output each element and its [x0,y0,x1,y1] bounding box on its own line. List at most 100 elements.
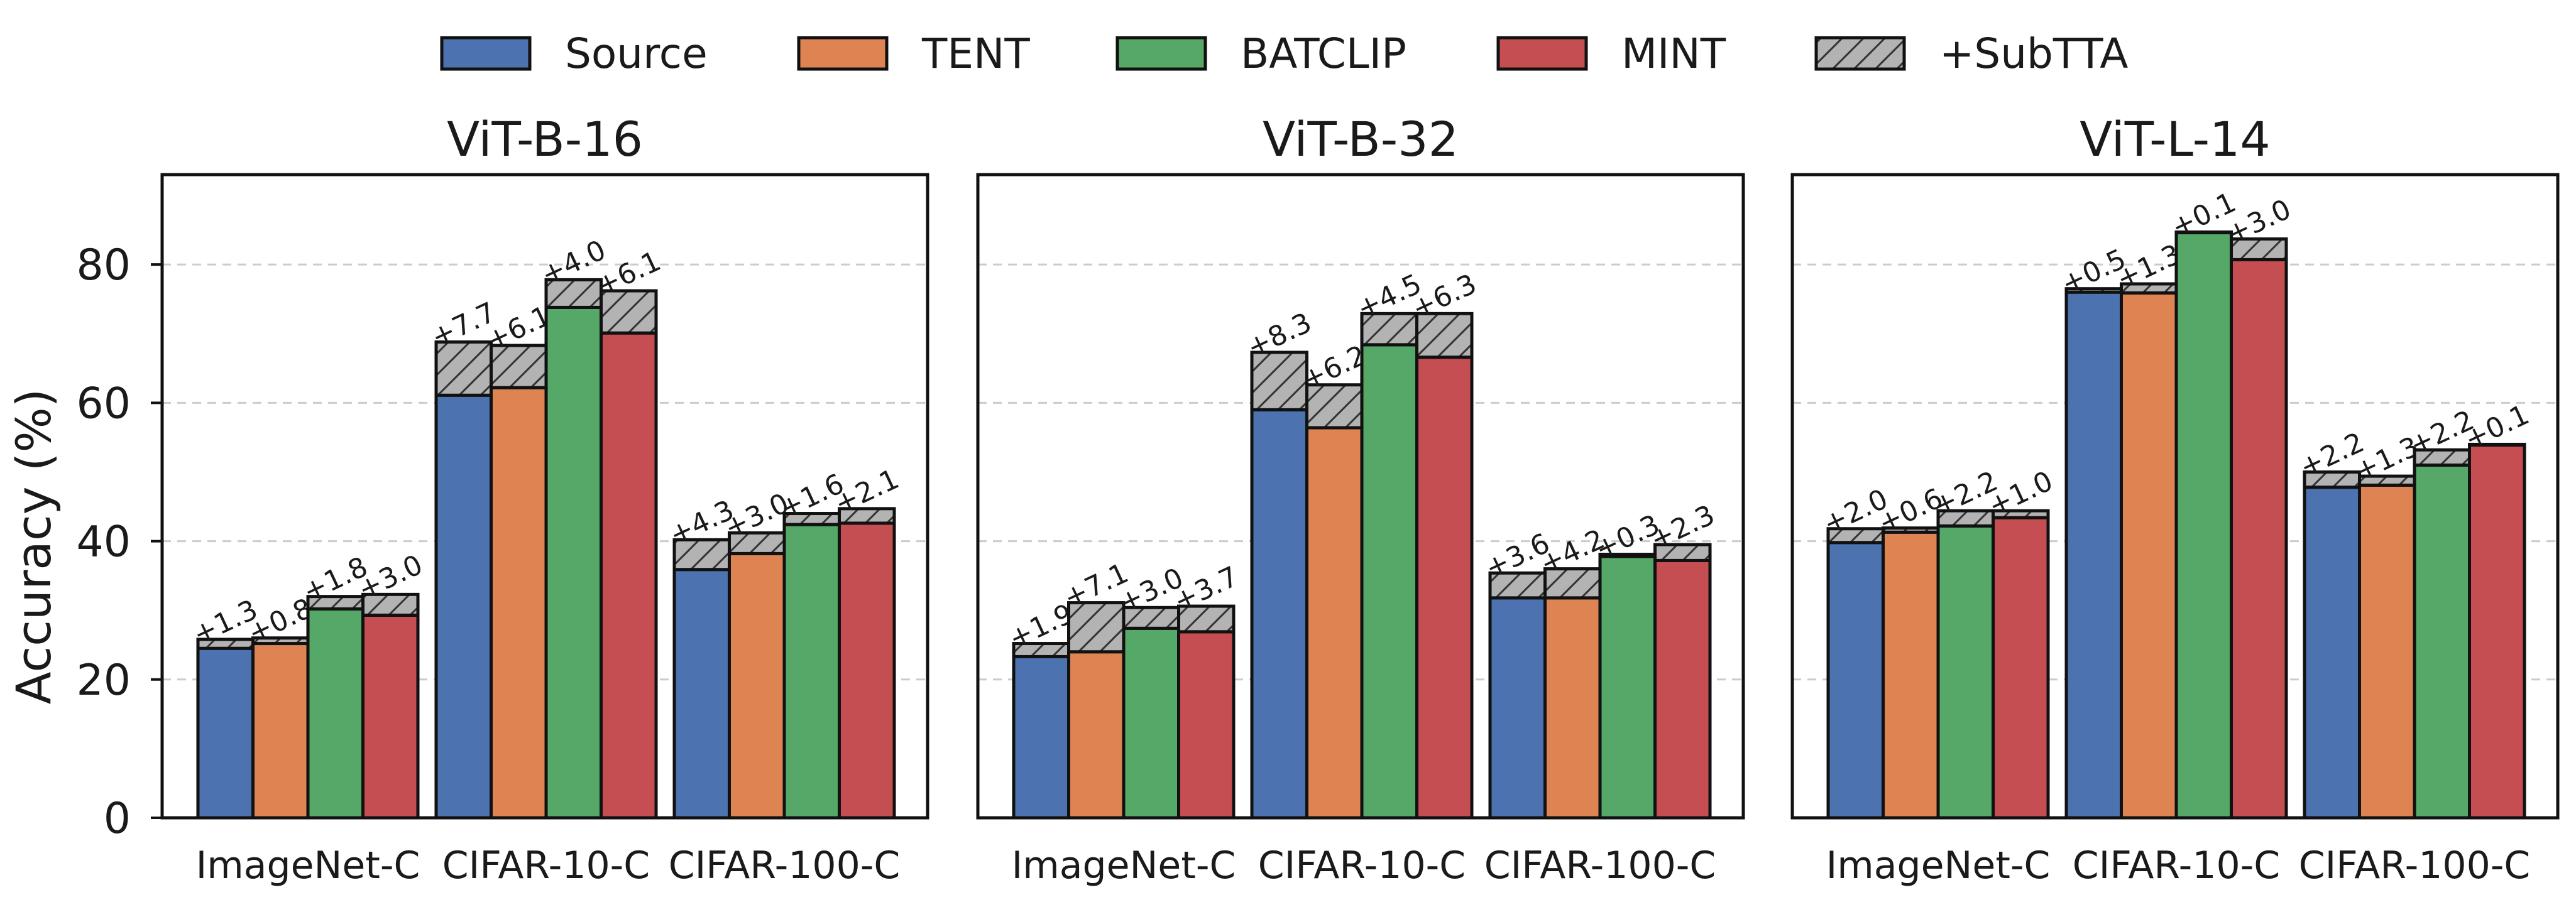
bar-subtta-gain [672,538,731,572]
bar-mint [600,331,658,820]
bar-subtta-gain [1250,350,1308,411]
bar-mint [838,521,896,820]
bar-tent [1067,650,1126,820]
legend-swatch-mint [1496,36,1588,71]
x-tick-label: ImageNet-C [196,844,420,888]
legend-swatch-batclip [1115,36,1207,71]
bar-subtta-gain [1653,543,1712,562]
bar-mint [1177,630,1236,820]
bar-mint [2468,443,2526,820]
legend-label-mint: MINT [1621,30,1726,78]
y-axis-label: Accuracy (%) [6,389,62,705]
x-tick-label: ImageNet-C [1826,844,2051,888]
x-tick-label: CIFAR-10-C [1258,844,1466,888]
bar-tent [251,642,310,820]
x-tick-label: CIFAR-10-C [2073,844,2280,888]
y-tick-label: 60 [76,379,131,428]
bar-source [1826,541,1885,820]
bar-subtta-gain [1305,383,1364,430]
bar-subtta-gain [1067,601,1126,654]
bar-batclip [2174,231,2233,820]
legend-item-tent: TENT [797,30,1030,78]
bar-source [196,646,255,820]
x-tick-label: CIFAR-10-C [442,844,650,888]
bar-subtta-gain [1415,312,1474,359]
bar-batclip [1122,626,1180,820]
bar-source [434,393,493,820]
plot-frame [160,173,929,820]
bar-source [2064,290,2123,820]
bar-source [672,568,731,820]
legend-item-source: Source [440,30,708,78]
legend-label-source: Source [565,30,708,78]
bar-tent [728,551,786,820]
bar-source [2303,486,2361,820]
y-tick-label: 40 [76,518,131,567]
bar-mint [2230,258,2288,820]
bar-mint [361,613,420,820]
bar-subtta-gain [490,344,548,389]
panel-title: ViT-L-14 [2080,111,2270,167]
bar-batclip [1360,343,1418,820]
bar-batclip [1598,555,1657,820]
panel-vit-b-16: ViT-B-16 0 20 40 60 80 +1.3+0.8+1.8+3.0ImageNe… [76,111,929,888]
bar-mint [1415,356,1474,820]
bar-subtta-gain [600,289,658,335]
legend-label-subtta: +SubTTA [1939,30,2128,78]
panel-vit-l-14: ViT-L-14 +2.0+0.6+2.2+1.0ImageNet-C+0.5+1… [1790,111,2560,888]
bar-tent [1543,596,1602,820]
y-tick-label: 20 [76,656,131,705]
bar-tent [490,386,548,820]
x-tick-label: CIFAR-100-C [669,844,901,888]
bar-subtta-gain [1122,606,1180,630]
legend-item-batclip: BATCLIP [1115,30,1406,78]
panels: ViT-B-16 0 20 40 60 80 +1.3+0.8+1.8+3.0ImageNe… [76,111,2560,888]
legend-swatch-source [440,36,532,71]
bar-subtta-gain [1992,509,2050,519]
panel-title: ViT-B-32 [1263,111,1459,167]
legend: Source TENT BATCLIP MINT +SubTTA [440,30,2128,78]
bar-batclip [1936,524,1995,820]
legend-label-tent: TENT [921,30,1030,78]
bar-mint [1992,516,2050,820]
y-tick-label: 0 [104,794,131,844]
bar-subtta-gain [2468,442,2526,447]
bar-source [1250,408,1308,820]
bar-subtta-gain [838,507,896,525]
legend-swatch-tent [797,36,889,71]
y-tick-label: 80 [76,241,131,290]
legend-label-batclip: BATCLIP [1241,30,1406,78]
bar-source [1488,596,1547,820]
panel-title: ViT-B-16 [447,111,643,167]
legend-item-subtta: +SubTTA [1814,30,2128,78]
bar-mint [1653,558,1712,820]
legend-swatch-subtta [1814,36,1906,71]
bar-tent [2120,291,2178,820]
bar-subtta-gain [361,592,420,617]
panel-vit-b-32: ViT-B-32 +1.9+7.1+3.0+3.7ImageNet-C+8.3+6… [976,111,1745,888]
x-tick-label: ImageNet-C [1012,844,1236,888]
bar-source [1012,654,1070,820]
bar-batclip [2413,463,2471,820]
plot-frame [1790,173,2560,820]
bar-subtta-gain [2230,237,2288,261]
legend-item-mint: MINT [1496,30,1726,78]
bar-subtta-gain [1936,509,1995,528]
bar-subtta-gain [1177,604,1236,634]
x-tick-label: CIFAR-100-C [1484,844,1716,888]
bar-batclip [306,607,364,820]
x-tick-label: CIFAR-100-C [2299,844,2531,888]
bar-batclip [782,523,841,820]
bar-tent [1305,426,1364,820]
bar-tent [2358,483,2416,820]
